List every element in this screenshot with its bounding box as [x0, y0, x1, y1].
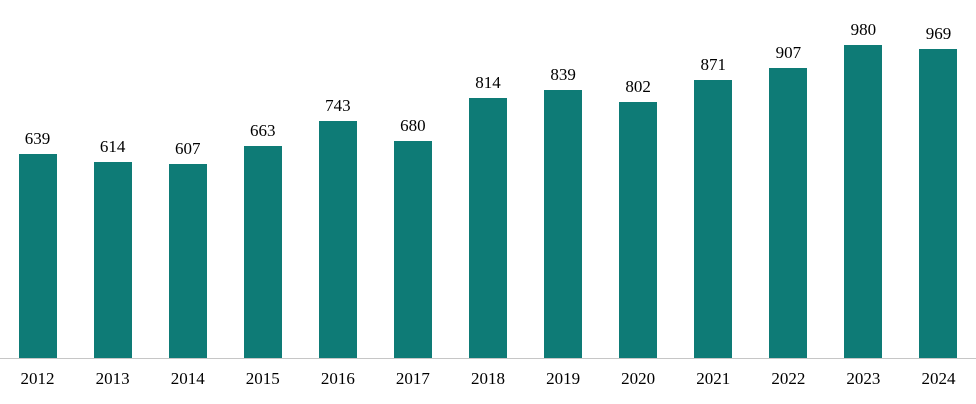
x-tick-label: 2022 [771, 369, 806, 388]
bar [318, 121, 357, 358]
x-tick-label: 2023 [846, 369, 881, 388]
bar-column: 680 [375, 0, 450, 358]
bar-column: 639 [0, 0, 75, 358]
bar [694, 80, 733, 358]
bar-value-label: 607 [174, 139, 201, 158]
bar [93, 162, 132, 358]
bar [243, 146, 282, 358]
bar-value-label: 907 [775, 43, 802, 62]
bar-column: 814 [450, 0, 525, 358]
bar-value-label: 839 [550, 65, 576, 84]
x-axis: 2012 2013 2014 2015 2016 2017 2018 2019 2020 2021… [0, 358, 976, 404]
bar [919, 49, 958, 358]
plot-area: 639 614 607 663 743 680 814 839 802 871 907 980 969 [0, 0, 976, 358]
bar-value-label: 743 [325, 96, 351, 115]
x-tick-label: 2016 [320, 369, 355, 388]
bar-column: 614 [75, 0, 150, 358]
bar-column: 969 [901, 0, 976, 358]
x-tick-label: 2018 [471, 369, 505, 388]
bar [544, 90, 583, 358]
x-tick-label: 2017 [395, 369, 430, 388]
bar-column: 871 [676, 0, 751, 358]
bar-value-label: 871 [700, 55, 726, 74]
bar-value-label: 680 [400, 116, 426, 135]
bar [393, 141, 432, 358]
x-tick-label: 2015 [245, 369, 280, 388]
bar [18, 154, 57, 358]
bar [769, 68, 808, 358]
bar [469, 98, 507, 358]
bar-value-label: 639 [24, 129, 51, 148]
x-tick-label: 2024 [921, 369, 956, 388]
bar-value-label: 980 [850, 20, 877, 39]
bar-column: 802 [601, 0, 676, 358]
bar-value-label: 814 [475, 73, 501, 92]
x-tick-label: 2019 [546, 369, 581, 388]
bar-value-label: 802 [625, 77, 651, 96]
x-tick-label: 2020 [621, 369, 656, 388]
x-tick-label: 2012 [20, 369, 55, 388]
bar [168, 164, 207, 358]
bar-column: 907 [751, 0, 826, 358]
bar-column: 607 [150, 0, 225, 358]
bar-column: 839 [526, 0, 601, 358]
bar [844, 45, 883, 358]
bar [619, 102, 658, 358]
x-tick-label: 2021 [696, 369, 731, 388]
x-tick-label: 2013 [95, 369, 130, 388]
x-tick-label: 2014 [170, 369, 205, 388]
bar-column: 743 [300, 0, 375, 358]
bar-value-label: 663 [250, 121, 276, 140]
bar-value-label: 969 [925, 24, 952, 43]
bar-column: 663 [225, 0, 300, 358]
bar-value-label: 614 [99, 137, 126, 156]
bar-column: 980 [826, 0, 901, 358]
